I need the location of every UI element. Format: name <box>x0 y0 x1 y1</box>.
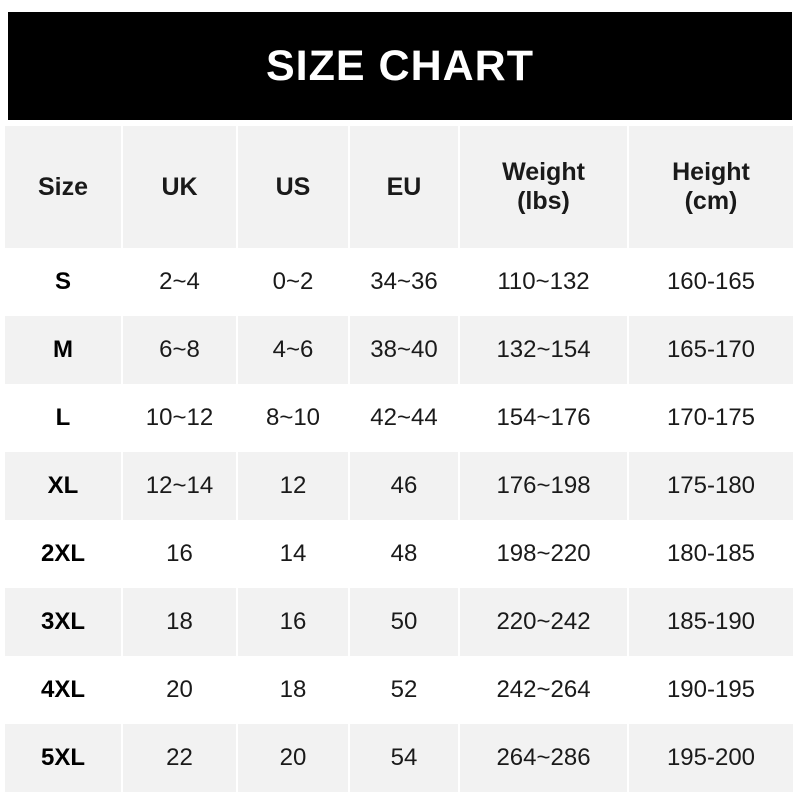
cell-size: 5XL <box>5 724 123 792</box>
title-banner: SIZE CHART <box>8 12 792 120</box>
cell-weight: 154~176 <box>459 384 629 452</box>
size-table: Size UK US EU Weight (lbs) <box>5 126 793 792</box>
cell-weight: 110~132 <box>459 248 629 316</box>
cell-size: L <box>5 384 123 452</box>
cell-eu: 50 <box>349 588 460 656</box>
column-header-height-label: Height <box>672 158 750 187</box>
cell-eu: 54 <box>349 724 460 792</box>
column-header-weight-unit: (lbs) <box>517 187 570 215</box>
cell-height: 160-165 <box>666 268 756 295</box>
cell-size: 4XL <box>5 656 123 724</box>
cell-uk: 22 <box>122 724 238 792</box>
column-header-uk-label: UK <box>161 172 198 201</box>
column-header-us-label: US <box>275 172 311 201</box>
cell-uk: 10~12 <box>122 384 238 452</box>
cell-us: 18 <box>237 656 350 724</box>
cell-weight: 220~242 <box>459 588 629 656</box>
cell-size: M <box>5 316 123 384</box>
column-header-us: US <box>237 126 350 248</box>
table-row: 2XL 16 14 48 198~220 180-185 <box>5 520 793 588</box>
cell-weight: 242~264 <box>459 656 629 724</box>
cell-uk: 2~4 <box>122 248 238 316</box>
cell-height: 180-185 <box>666 540 756 567</box>
table-row: M 6~8 4~6 38~40 132~154 165-170 <box>5 316 793 384</box>
cell-uk: 20 <box>122 656 238 724</box>
cell-size: 3XL <box>5 588 123 656</box>
cell-eu: 48 <box>349 520 460 588</box>
cell-eu: 38~40 <box>349 316 460 384</box>
column-header-weight-label: Weight <box>502 158 585 187</box>
cell-eu: 34~36 <box>349 248 460 316</box>
column-header-size: Size <box>5 126 123 248</box>
cell-size: XL <box>5 452 123 520</box>
cell-height: 185-190 <box>666 608 756 635</box>
column-header-uk: UK <box>122 126 238 248</box>
cell-size: S <box>5 248 123 316</box>
cell-height: 170-175 <box>666 404 756 431</box>
cell-weight: 132~154 <box>459 316 629 384</box>
table-body: S 2~4 0~2 34~36 110~132 160-165 M 6~8 4~… <box>5 248 793 792</box>
table-row: S 2~4 0~2 34~36 110~132 160-165 <box>5 248 793 316</box>
column-header-height-unit: (cm) <box>684 187 738 215</box>
cell-size: 2XL <box>5 520 123 588</box>
column-header-eu: EU <box>349 126 460 248</box>
table-row: 3XL 18 16 50 220~242 185-190 <box>5 588 793 656</box>
cell-weight: 176~198 <box>459 452 629 520</box>
column-header-weight: Weight (lbs) <box>459 126 629 248</box>
cell-uk: 6~8 <box>122 316 238 384</box>
column-header-eu-label: EU <box>386 172 422 201</box>
cell-us: 16 <box>237 588 350 656</box>
cell-eu: 42~44 <box>349 384 460 452</box>
table-row: L 10~12 8~10 42~44 154~176 170-175 <box>5 384 793 452</box>
size-table-container: Size UK US EU Weight (lbs) <box>5 126 793 792</box>
cell-us: 12 <box>237 452 350 520</box>
table-header: Size UK US EU Weight (lbs) <box>5 126 793 248</box>
page-title: SIZE CHART <box>266 41 534 90</box>
cell-height: 165-170 <box>666 336 756 363</box>
table-row: XL 12~14 12 46 176~198 175-180 <box>5 452 793 520</box>
cell-weight: 264~286 <box>459 724 629 792</box>
cell-uk: 18 <box>122 588 238 656</box>
column-header-size-label: Size <box>37 172 89 201</box>
cell-weight: 198~220 <box>459 520 629 588</box>
cell-height: 190-195 <box>666 676 756 703</box>
cell-height: 195-200 <box>666 744 756 771</box>
cell-uk: 16 <box>122 520 238 588</box>
header-row: Size UK US EU Weight (lbs) <box>5 126 793 248</box>
cell-us: 14 <box>237 520 350 588</box>
cell-eu: 46 <box>349 452 460 520</box>
cell-us: 0~2 <box>237 248 350 316</box>
table-row: 5XL 22 20 54 264~286 195-200 <box>5 724 793 792</box>
cell-us: 20 <box>237 724 350 792</box>
column-header-height: Height (cm) <box>628 126 793 248</box>
cell-us: 8~10 <box>237 384 350 452</box>
table-row: 4XL 20 18 52 242~264 190-195 <box>5 656 793 724</box>
cell-height: 175-180 <box>666 472 756 499</box>
cell-us: 4~6 <box>237 316 350 384</box>
cell-uk: 12~14 <box>122 452 238 520</box>
cell-eu: 52 <box>349 656 460 724</box>
